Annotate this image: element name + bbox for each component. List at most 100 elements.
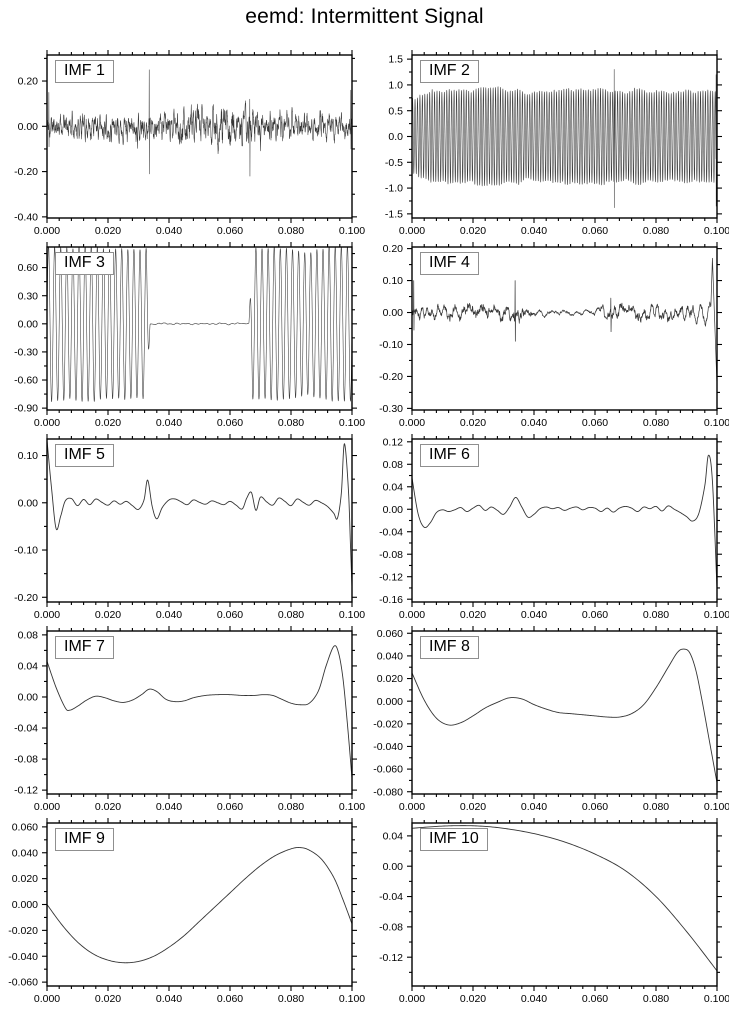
tick-labels: 0.000 0.020 0.040 0.060 0.080 0.100 -0.12 -0.08… (14, 630, 365, 814)
y-tick-label: -0.5 (385, 157, 403, 169)
imf-panel-6: 0.000 0.020 0.040 0.060 0.080 0.100 -0.16 -0.12… (365, 426, 729, 621)
plot-frame (46, 54, 353, 219)
y-tick-label: -0.10 (379, 339, 403, 351)
x-tick-label: 0.080 (278, 417, 304, 429)
y-tick-label: -0.08 (379, 549, 403, 561)
tick-labels: 0.000 0.020 0.040 0.060 0.080 0.100 -0.080 -0.0… (373, 628, 729, 813)
x-tick-label: 0.100 (704, 609, 729, 621)
y-tick-label: -0.20 (379, 371, 403, 383)
y-tick-label: -0.08 (14, 754, 38, 766)
tick-labels: 0.000 0.020 0.040 0.060 0.080 0.100 -0.40 -0.20… (14, 76, 365, 237)
plot-frame (46, 246, 353, 411)
imf3-plot: 0.000 0.020 0.040 0.060 0.080 0.100 -0.90 -0.60… (14, 242, 365, 429)
x-tick-label: 0.060 (217, 609, 243, 621)
y-tick-label: 0.00 (383, 504, 404, 516)
tick-labels: 0.000 0.020 0.040 0.060 0.080 0.100 -0.12 -0.08… (379, 831, 729, 1006)
y-tick-label: 0.00 (18, 497, 39, 509)
x-tick-label: 0.060 (217, 417, 243, 429)
y-tick-label: 0.04 (383, 481, 404, 493)
x-tick-label: 0.000 (399, 225, 425, 237)
signal-layer (412, 825, 717, 972)
x-tick-label: 0.080 (643, 993, 669, 1005)
imf8-label: IMF 8 (420, 636, 479, 659)
y-tick-label: 0.20 (383, 243, 404, 255)
x-tick-label: 0.000 (34, 993, 60, 1005)
y-tick-label: 0.060 (377, 628, 403, 640)
x-tick-label: 0.020 (95, 993, 121, 1005)
imf4-plot: 0.000 0.020 0.040 0.060 0.080 0.100 -0.30 -0.20… (379, 242, 729, 429)
y-tick-label: -0.30 (14, 347, 38, 359)
x-tick-label: 0.020 (95, 417, 121, 429)
signal-layer (412, 454, 717, 590)
x-tick-label: 0.000 (399, 801, 425, 813)
y-tick-label: 0.08 (18, 630, 39, 642)
y-tick-label: -0.04 (379, 526, 403, 538)
y-tick-label: -1.5 (385, 209, 403, 221)
x-tick-label: 0.040 (156, 801, 182, 813)
imf-panel-10: 0.000 0.020 0.040 0.060 0.080 0.100 -0.12 -0.08… (365, 810, 729, 1005)
imf-panel-2: 0.000 0.020 0.040 0.060 0.080 0.100 -1.5 -1.0 -0… (365, 42, 729, 237)
y-tick-label: 0.5 (388, 105, 403, 117)
x-tick-label: 0.020 (95, 609, 121, 621)
tick-labels: 0.000 0.020 0.040 0.060 0.080 0.100 -0.30 -0.20… (379, 243, 729, 429)
x-tick-label: 0.100 (339, 801, 365, 813)
x-tick-label: 0.020 (460, 225, 486, 237)
x-tick-label: 0.060 (582, 225, 608, 237)
plot-frame (411, 246, 718, 411)
signal-layer (47, 440, 352, 588)
x-tick-label: 0.080 (278, 225, 304, 237)
plot-frame (411, 438, 718, 603)
imf8-plot: 0.000 0.020 0.040 0.060 0.080 0.100 -0.080 -0.0… (373, 626, 729, 813)
axis-ticks (407, 242, 722, 415)
x-tick-label: 0.060 (217, 801, 243, 813)
signal-path (412, 257, 717, 387)
imf2-label: IMF 2 (420, 60, 479, 83)
y-tick-label: -0.30 (379, 403, 403, 415)
x-tick-label: 0.040 (521, 225, 547, 237)
x-tick-label: 0.020 (460, 609, 486, 621)
y-tick-label: -0.04 (14, 723, 38, 735)
y-tick-label: -0.40 (14, 212, 38, 224)
y-tick-label: -0.060 (373, 764, 403, 776)
y-tick-label: -0.04 (379, 891, 403, 903)
imf-panel-8: 0.000 0.020 0.040 0.060 0.080 0.100 -0.080 -0.0… (365, 618, 729, 813)
y-tick-label: 0.00 (18, 318, 39, 330)
y-tick-label: -1.0 (385, 183, 403, 195)
imf6-plot: 0.000 0.020 0.040 0.060 0.080 0.100 -0.16 -0.12… (379, 434, 729, 621)
y-tick-label: 0.020 (377, 673, 403, 685)
x-tick-label: 0.040 (521, 993, 547, 1005)
signal-layer (47, 645, 352, 779)
y-tick-label: 0.08 (383, 459, 404, 471)
x-tick-label: 0.100 (704, 993, 729, 1005)
x-tick-label: 0.100 (339, 225, 365, 237)
plot-frame (46, 438, 353, 603)
x-tick-label: 0.060 (582, 609, 608, 621)
y-tick-label: 0.00 (383, 861, 404, 873)
x-tick-label: 0.080 (278, 609, 304, 621)
x-tick-label: 0.000 (34, 225, 60, 237)
x-tick-label: 0.040 (156, 993, 182, 1005)
x-tick-label: 0.020 (95, 225, 121, 237)
x-tick-label: 0.020 (460, 801, 486, 813)
signal-path (47, 847, 352, 964)
x-tick-label: 0.080 (643, 225, 669, 237)
x-tick-label: 0.000 (34, 417, 60, 429)
plot-frame (411, 630, 718, 795)
imf2-plot: 0.000 0.020 0.040 0.060 0.080 0.100 -1.5 -1.0 -0… (385, 50, 729, 237)
signal-layer (412, 648, 717, 783)
y-tick-label: 0.04 (18, 661, 39, 673)
y-tick-label: 0.10 (18, 450, 39, 462)
signal-path (412, 69, 717, 208)
imf9-plot: 0.000 0.020 0.040 0.060 0.080 0.100 -0.060 -0.0… (8, 818, 365, 1005)
y-tick-label: 0.000 (377, 696, 403, 708)
plot-frame (411, 54, 718, 219)
signal-layer (47, 847, 352, 964)
signal-path (47, 440, 352, 588)
x-tick-label: 0.000 (399, 417, 425, 429)
tick-labels: 0.000 0.020 0.040 0.060 0.080 0.100 -1.5 -1.0 -0… (385, 54, 729, 237)
y-tick-label: 0.0 (388, 131, 403, 143)
plot-frame (46, 822, 353, 987)
y-tick-label: 0.040 (377, 651, 403, 663)
y-tick-label: 0.000 (12, 899, 38, 911)
imf10-label: IMF 10 (420, 828, 488, 851)
